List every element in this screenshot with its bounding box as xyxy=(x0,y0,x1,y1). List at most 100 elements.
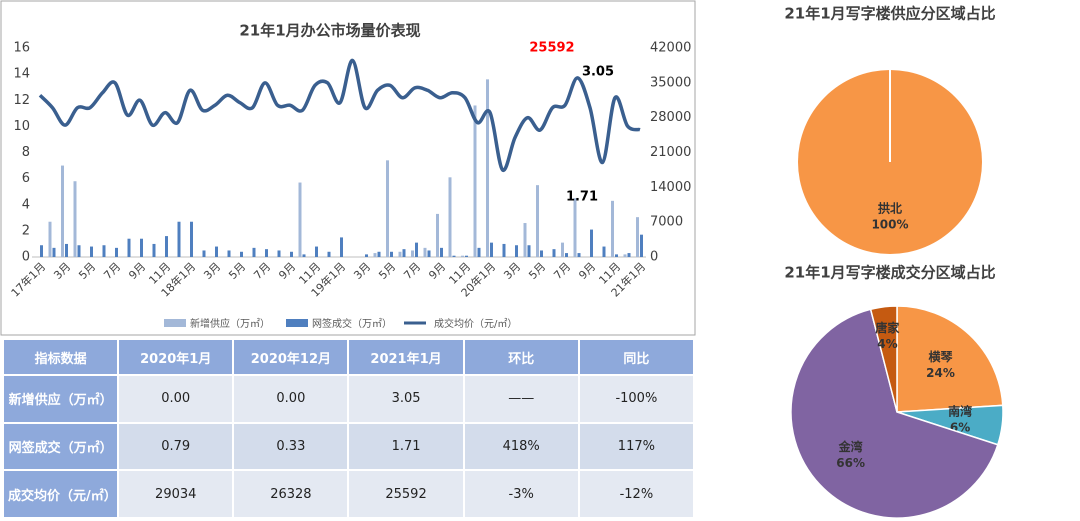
bar xyxy=(502,243,506,257)
bar xyxy=(152,243,156,257)
bar xyxy=(402,249,406,257)
chart-frame xyxy=(0,0,696,336)
y2-tick-label: 42000 xyxy=(650,41,691,56)
y-tick-label: 14 xyxy=(13,67,30,82)
bar xyxy=(190,221,193,257)
header-cell: 2020年1月 xyxy=(119,340,233,374)
header-row: 指标数据 2020年1月 2020年12月 2021年1月 环比 同比 xyxy=(4,340,693,374)
bar xyxy=(411,250,414,257)
bar xyxy=(436,213,439,257)
bar xyxy=(415,242,418,257)
table-cell: —— xyxy=(464,376,578,422)
bar xyxy=(623,254,627,257)
table-cell: 0.00 xyxy=(234,376,348,422)
header-cell: 同比 xyxy=(579,340,693,374)
table-cell: 0.79 xyxy=(119,423,233,470)
bar xyxy=(565,253,568,257)
bar xyxy=(386,160,389,257)
slice-value: 66% xyxy=(836,456,865,470)
bar xyxy=(340,237,343,257)
table-row: 网签成交（万㎡） 0.79 0.33 1.71 418% 117% xyxy=(4,423,693,470)
bar xyxy=(365,254,368,257)
bar xyxy=(473,105,477,257)
legend-swatch xyxy=(286,319,308,327)
bar xyxy=(65,243,68,257)
bar xyxy=(640,234,643,257)
y-tick-label: 4 xyxy=(22,197,30,212)
table-cell: 3.05 xyxy=(349,376,463,422)
bar xyxy=(115,247,118,257)
price-line xyxy=(38,58,641,172)
table-cell: -3% xyxy=(464,471,578,517)
bar xyxy=(373,253,377,257)
row-header: 成交均价（元/㎡） xyxy=(4,471,118,517)
bar xyxy=(602,246,606,257)
bar xyxy=(240,251,243,257)
bar xyxy=(452,255,456,257)
bar xyxy=(52,247,56,257)
bar xyxy=(177,221,181,257)
table-cell: -12% xyxy=(579,471,693,517)
table-cell: -100% xyxy=(579,376,693,422)
table-row: 成交均价（元/㎡） 29034 26328 25592 -3% -12% xyxy=(4,471,693,517)
bar xyxy=(90,246,93,257)
bar xyxy=(611,200,614,257)
pie-slice xyxy=(790,308,999,519)
pie-title: 21年1月写字楼成交分区域占比 xyxy=(784,264,995,282)
y-tick-label: 8 xyxy=(22,145,30,160)
y-tick-label: 12 xyxy=(13,93,30,108)
y2-tick-label: 35000 xyxy=(650,75,691,90)
row-header: 新增供应（万㎡） xyxy=(4,376,118,422)
legend-label: 网签成交（万㎡） xyxy=(312,317,392,330)
bar xyxy=(465,255,468,257)
y2-tick-label: 0 xyxy=(650,250,658,265)
slice-label: 南湾 xyxy=(948,403,972,418)
bar xyxy=(127,238,131,257)
y-tick-label: 2 xyxy=(22,223,30,238)
bar xyxy=(377,251,381,257)
header-cell: 指标数据 xyxy=(4,340,118,374)
bar xyxy=(577,253,581,257)
bar xyxy=(298,182,302,257)
table-cell: 26328 xyxy=(234,471,348,517)
bar xyxy=(327,251,331,257)
bar xyxy=(102,245,106,257)
bar xyxy=(636,217,639,257)
y2-tick-label: 21000 xyxy=(650,145,691,160)
header-cell: 2021年1月 xyxy=(349,340,463,374)
table-cell: 1.71 xyxy=(349,423,463,470)
annotation: 1.71 xyxy=(566,190,598,205)
slice-label: 横琴 xyxy=(929,349,954,364)
slice-value: 100% xyxy=(871,218,908,232)
header-cell: 2020年12月 xyxy=(234,340,348,374)
table-cell: 0.00 xyxy=(119,376,233,422)
bar xyxy=(390,251,393,257)
y-tick-label: 6 xyxy=(22,171,30,186)
bar xyxy=(536,185,539,257)
bar xyxy=(252,247,256,257)
row-header: 网签成交（万㎡） xyxy=(4,423,118,470)
bar xyxy=(627,253,631,257)
bar xyxy=(302,254,306,257)
y2-tick-label: 14000 xyxy=(650,180,691,195)
slice-label: 唐家 xyxy=(875,320,900,335)
bar xyxy=(540,250,543,257)
slice-label: 拱北 xyxy=(878,201,902,216)
bar xyxy=(527,245,531,257)
pie-slice xyxy=(869,305,898,413)
table-row: 新增供应（万㎡） 0.00 0.00 3.05 —— -100% xyxy=(4,376,693,422)
y-tick-label: 16 xyxy=(13,41,30,56)
y-tick-label: 0 xyxy=(22,250,30,265)
bar xyxy=(427,250,431,257)
bar xyxy=(590,229,593,257)
slice-value: 4% xyxy=(877,337,897,351)
bar xyxy=(77,245,81,257)
legend-label: 成交均价（元/㎡） xyxy=(434,317,517,330)
table-cell: 418% xyxy=(464,423,578,470)
bar xyxy=(290,251,293,257)
bar xyxy=(552,249,556,257)
indicator-table: 指标数据 2020年1月 2020年12月 2021年1月 环比 同比 新增供应（万㎡） 0.… xyxy=(2,338,695,519)
y2-tick-label: 7000 xyxy=(650,215,683,230)
bar xyxy=(573,198,577,257)
bar xyxy=(490,242,493,257)
